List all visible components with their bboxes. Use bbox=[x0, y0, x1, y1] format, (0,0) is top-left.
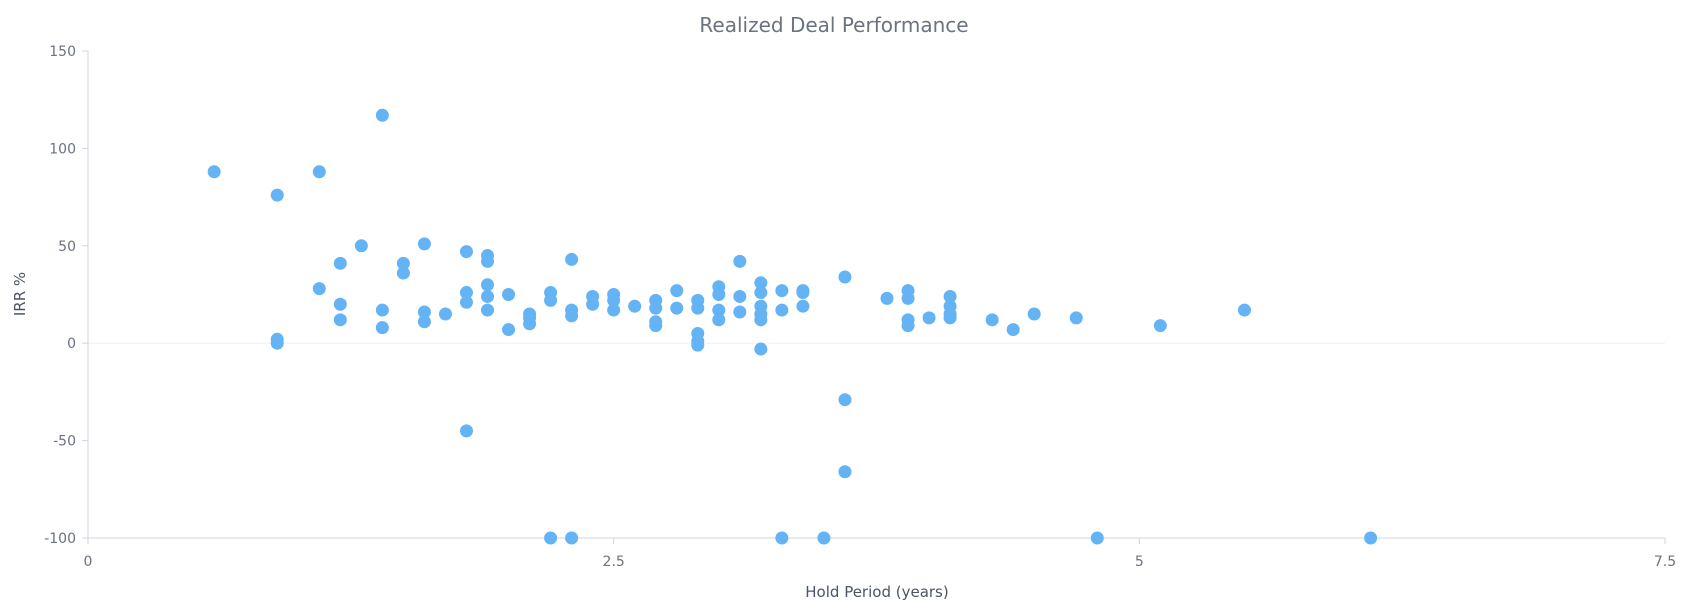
data-point[interactable] bbox=[649, 301, 663, 315]
data-point[interactable] bbox=[565, 531, 579, 545]
data-point[interactable] bbox=[375, 303, 389, 317]
data-point[interactable] bbox=[459, 286, 473, 300]
data-point[interactable] bbox=[1090, 531, 1104, 545]
data-point[interactable] bbox=[754, 276, 768, 290]
data-point[interactable] bbox=[459, 295, 473, 309]
data-point[interactable] bbox=[396, 256, 410, 270]
data-point[interactable] bbox=[270, 188, 284, 202]
data-point[interactable] bbox=[459, 424, 473, 438]
x-axis: 0 2.5 5 7.5 bbox=[84, 537, 1676, 570]
data-point[interactable] bbox=[775, 531, 789, 545]
data-points bbox=[207, 108, 1378, 545]
data-point[interactable] bbox=[712, 313, 726, 327]
data-point[interactable] bbox=[943, 311, 957, 325]
data-point[interactable] bbox=[796, 286, 810, 300]
data-point[interactable] bbox=[459, 245, 473, 259]
data-point[interactable] bbox=[502, 323, 516, 337]
data-point[interactable] bbox=[733, 254, 747, 268]
data-point[interactable] bbox=[270, 336, 284, 350]
data-point[interactable] bbox=[312, 165, 326, 179]
data-point[interactable] bbox=[544, 531, 558, 545]
data-point[interactable] bbox=[481, 303, 495, 317]
data-point[interactable] bbox=[375, 321, 389, 335]
data-point[interactable] bbox=[943, 289, 957, 303]
y-tick-label: 100 bbox=[49, 141, 76, 157]
data-point[interactable] bbox=[754, 286, 768, 300]
data-point[interactable] bbox=[333, 297, 347, 311]
data-point[interactable] bbox=[481, 254, 495, 268]
y-tick-label: 0 bbox=[67, 336, 76, 352]
data-point[interactable] bbox=[691, 301, 705, 315]
data-point[interactable] bbox=[544, 293, 558, 307]
data-point[interactable] bbox=[481, 278, 495, 292]
data-point[interactable] bbox=[733, 305, 747, 319]
data-point[interactable] bbox=[838, 465, 852, 479]
x-axis-label: Hold Period (years) bbox=[805, 583, 948, 601]
data-point[interactable] bbox=[417, 237, 431, 251]
data-point[interactable] bbox=[396, 266, 410, 280]
data-point[interactable] bbox=[985, 313, 999, 327]
data-point[interactable] bbox=[1069, 311, 1083, 325]
data-point[interactable] bbox=[502, 288, 516, 301]
y-tick-label: 150 bbox=[49, 44, 76, 60]
data-point[interactable] bbox=[670, 301, 684, 315]
data-point[interactable] bbox=[838, 393, 852, 407]
chart-title: Realized Deal Performance bbox=[699, 13, 968, 37]
data-point[interactable] bbox=[691, 338, 705, 352]
data-point[interactable] bbox=[417, 305, 431, 319]
data-point[interactable] bbox=[438, 307, 452, 321]
y-axis-label: IRR % bbox=[11, 272, 29, 316]
y-tick-label: -50 bbox=[53, 434, 76, 450]
data-point[interactable] bbox=[901, 291, 915, 305]
data-point[interactable] bbox=[1237, 303, 1251, 317]
data-point[interactable] bbox=[649, 319, 663, 333]
data-point[interactable] bbox=[586, 297, 600, 311]
data-point[interactable] bbox=[333, 256, 347, 270]
data-point[interactable] bbox=[670, 284, 684, 298]
data-point[interactable] bbox=[1364, 531, 1378, 545]
data-point[interactable] bbox=[354, 239, 368, 253]
data-point[interactable] bbox=[901, 319, 915, 333]
data-point[interactable] bbox=[817, 531, 831, 545]
data-point[interactable] bbox=[1153, 319, 1167, 333]
x-tick-label: 0 bbox=[84, 554, 93, 570]
data-point[interactable] bbox=[754, 342, 768, 356]
data-point[interactable] bbox=[922, 311, 936, 325]
y-axis: -100 -50 0 50 100 150 bbox=[44, 44, 89, 547]
y-tick-label: 50 bbox=[58, 239, 76, 255]
data-point[interactable] bbox=[523, 317, 537, 331]
data-point[interactable] bbox=[628, 299, 642, 313]
data-point[interactable] bbox=[775, 303, 789, 317]
data-point[interactable] bbox=[733, 289, 747, 303]
data-point[interactable] bbox=[775, 284, 789, 298]
data-point[interactable] bbox=[712, 288, 726, 301]
data-point[interactable] bbox=[712, 303, 726, 317]
data-point[interactable] bbox=[1006, 323, 1020, 337]
data-point[interactable] bbox=[333, 313, 347, 327]
x-tick-label: 7.5 bbox=[1654, 554, 1676, 570]
data-point[interactable] bbox=[207, 165, 221, 179]
data-point[interactable] bbox=[565, 309, 579, 323]
data-point[interactable] bbox=[481, 289, 495, 303]
data-point[interactable] bbox=[312, 282, 326, 296]
data-point[interactable] bbox=[565, 252, 579, 266]
data-point[interactable] bbox=[1027, 307, 1041, 321]
data-point[interactable] bbox=[880, 291, 894, 305]
x-tick-label: 5 bbox=[1135, 554, 1144, 570]
data-point[interactable] bbox=[607, 303, 621, 317]
data-point[interactable] bbox=[796, 299, 810, 313]
data-point[interactable] bbox=[375, 108, 389, 122]
x-tick-label: 2.5 bbox=[603, 554, 625, 570]
data-point[interactable] bbox=[838, 270, 852, 284]
data-point[interactable] bbox=[754, 313, 768, 327]
y-tick-label: -100 bbox=[44, 531, 76, 547]
data-point[interactable] bbox=[607, 293, 621, 307]
data-point[interactable] bbox=[417, 315, 431, 329]
